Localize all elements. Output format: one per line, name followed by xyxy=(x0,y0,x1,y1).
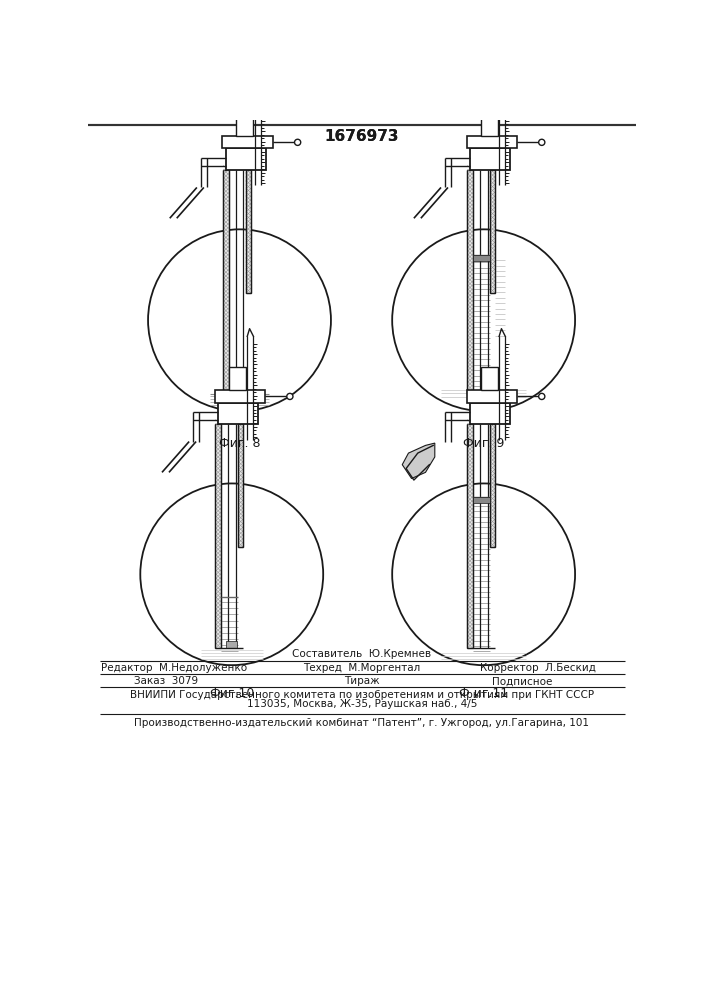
Bar xyxy=(469,403,510,424)
Text: 1676973: 1676973 xyxy=(325,129,399,144)
Text: ВНИИПИ Государственного комитета по изобретениям и открытиям при ГКНТ СССР: ВНИИПИ Государственного комитета по изоб… xyxy=(130,690,594,700)
Bar xyxy=(467,424,473,648)
Bar xyxy=(236,113,253,136)
Circle shape xyxy=(140,483,323,665)
Text: Составитель  Ю.Кремнев: Составитель Ю.Кремнев xyxy=(293,649,431,659)
Text: 1676973: 1676973 xyxy=(325,129,399,144)
Circle shape xyxy=(148,229,331,411)
Bar xyxy=(481,113,498,136)
Text: Тираж: Тираж xyxy=(344,676,380,686)
Text: Ф иг.11: Ф иг.11 xyxy=(459,687,508,700)
Circle shape xyxy=(392,483,575,665)
Text: Производственно-издательский комбинат “Патент”, г. Ужгород, ул.Гагарина, 101: Производственно-издательский комбинат “П… xyxy=(134,718,590,728)
Bar xyxy=(215,390,265,403)
Circle shape xyxy=(287,393,293,400)
Bar xyxy=(223,170,228,394)
Bar xyxy=(226,641,237,648)
Bar xyxy=(223,136,273,148)
Bar xyxy=(467,136,517,148)
Bar xyxy=(490,424,495,547)
Bar xyxy=(473,497,490,503)
Text: Техред  М.Моргентал: Техред М.Моргентал xyxy=(303,663,421,673)
Bar xyxy=(228,367,246,390)
Circle shape xyxy=(539,393,545,400)
Text: Фиг. 9: Фиг. 9 xyxy=(463,437,504,450)
Bar xyxy=(473,255,490,261)
Bar xyxy=(490,170,495,293)
Text: Корректор  Л.Бескид: Корректор Л.Бескид xyxy=(480,663,596,673)
Text: 113035, Москва, Ж-35, Раушская наб., 4/5: 113035, Москва, Ж-35, Раушская наб., 4/5 xyxy=(247,699,477,709)
Text: Редактор  М.Недолуженко: Редактор М.Недолуженко xyxy=(100,663,247,673)
Bar xyxy=(246,170,251,293)
Bar xyxy=(481,367,498,390)
Text: Подписное: Подписное xyxy=(492,676,553,686)
Bar xyxy=(218,403,258,424)
Bar xyxy=(469,148,510,170)
Bar xyxy=(216,424,221,648)
Bar xyxy=(238,424,243,547)
Text: Заказ  3079: Заказ 3079 xyxy=(134,676,198,686)
Text: Фиг. 8: Фиг. 8 xyxy=(218,437,260,450)
Polygon shape xyxy=(402,443,435,479)
Circle shape xyxy=(539,139,545,145)
Text: Фиг.10: Фиг.10 xyxy=(209,687,255,700)
Bar xyxy=(226,148,266,170)
Circle shape xyxy=(392,229,575,411)
Bar xyxy=(467,390,517,403)
Circle shape xyxy=(295,139,300,145)
Bar xyxy=(467,170,473,394)
